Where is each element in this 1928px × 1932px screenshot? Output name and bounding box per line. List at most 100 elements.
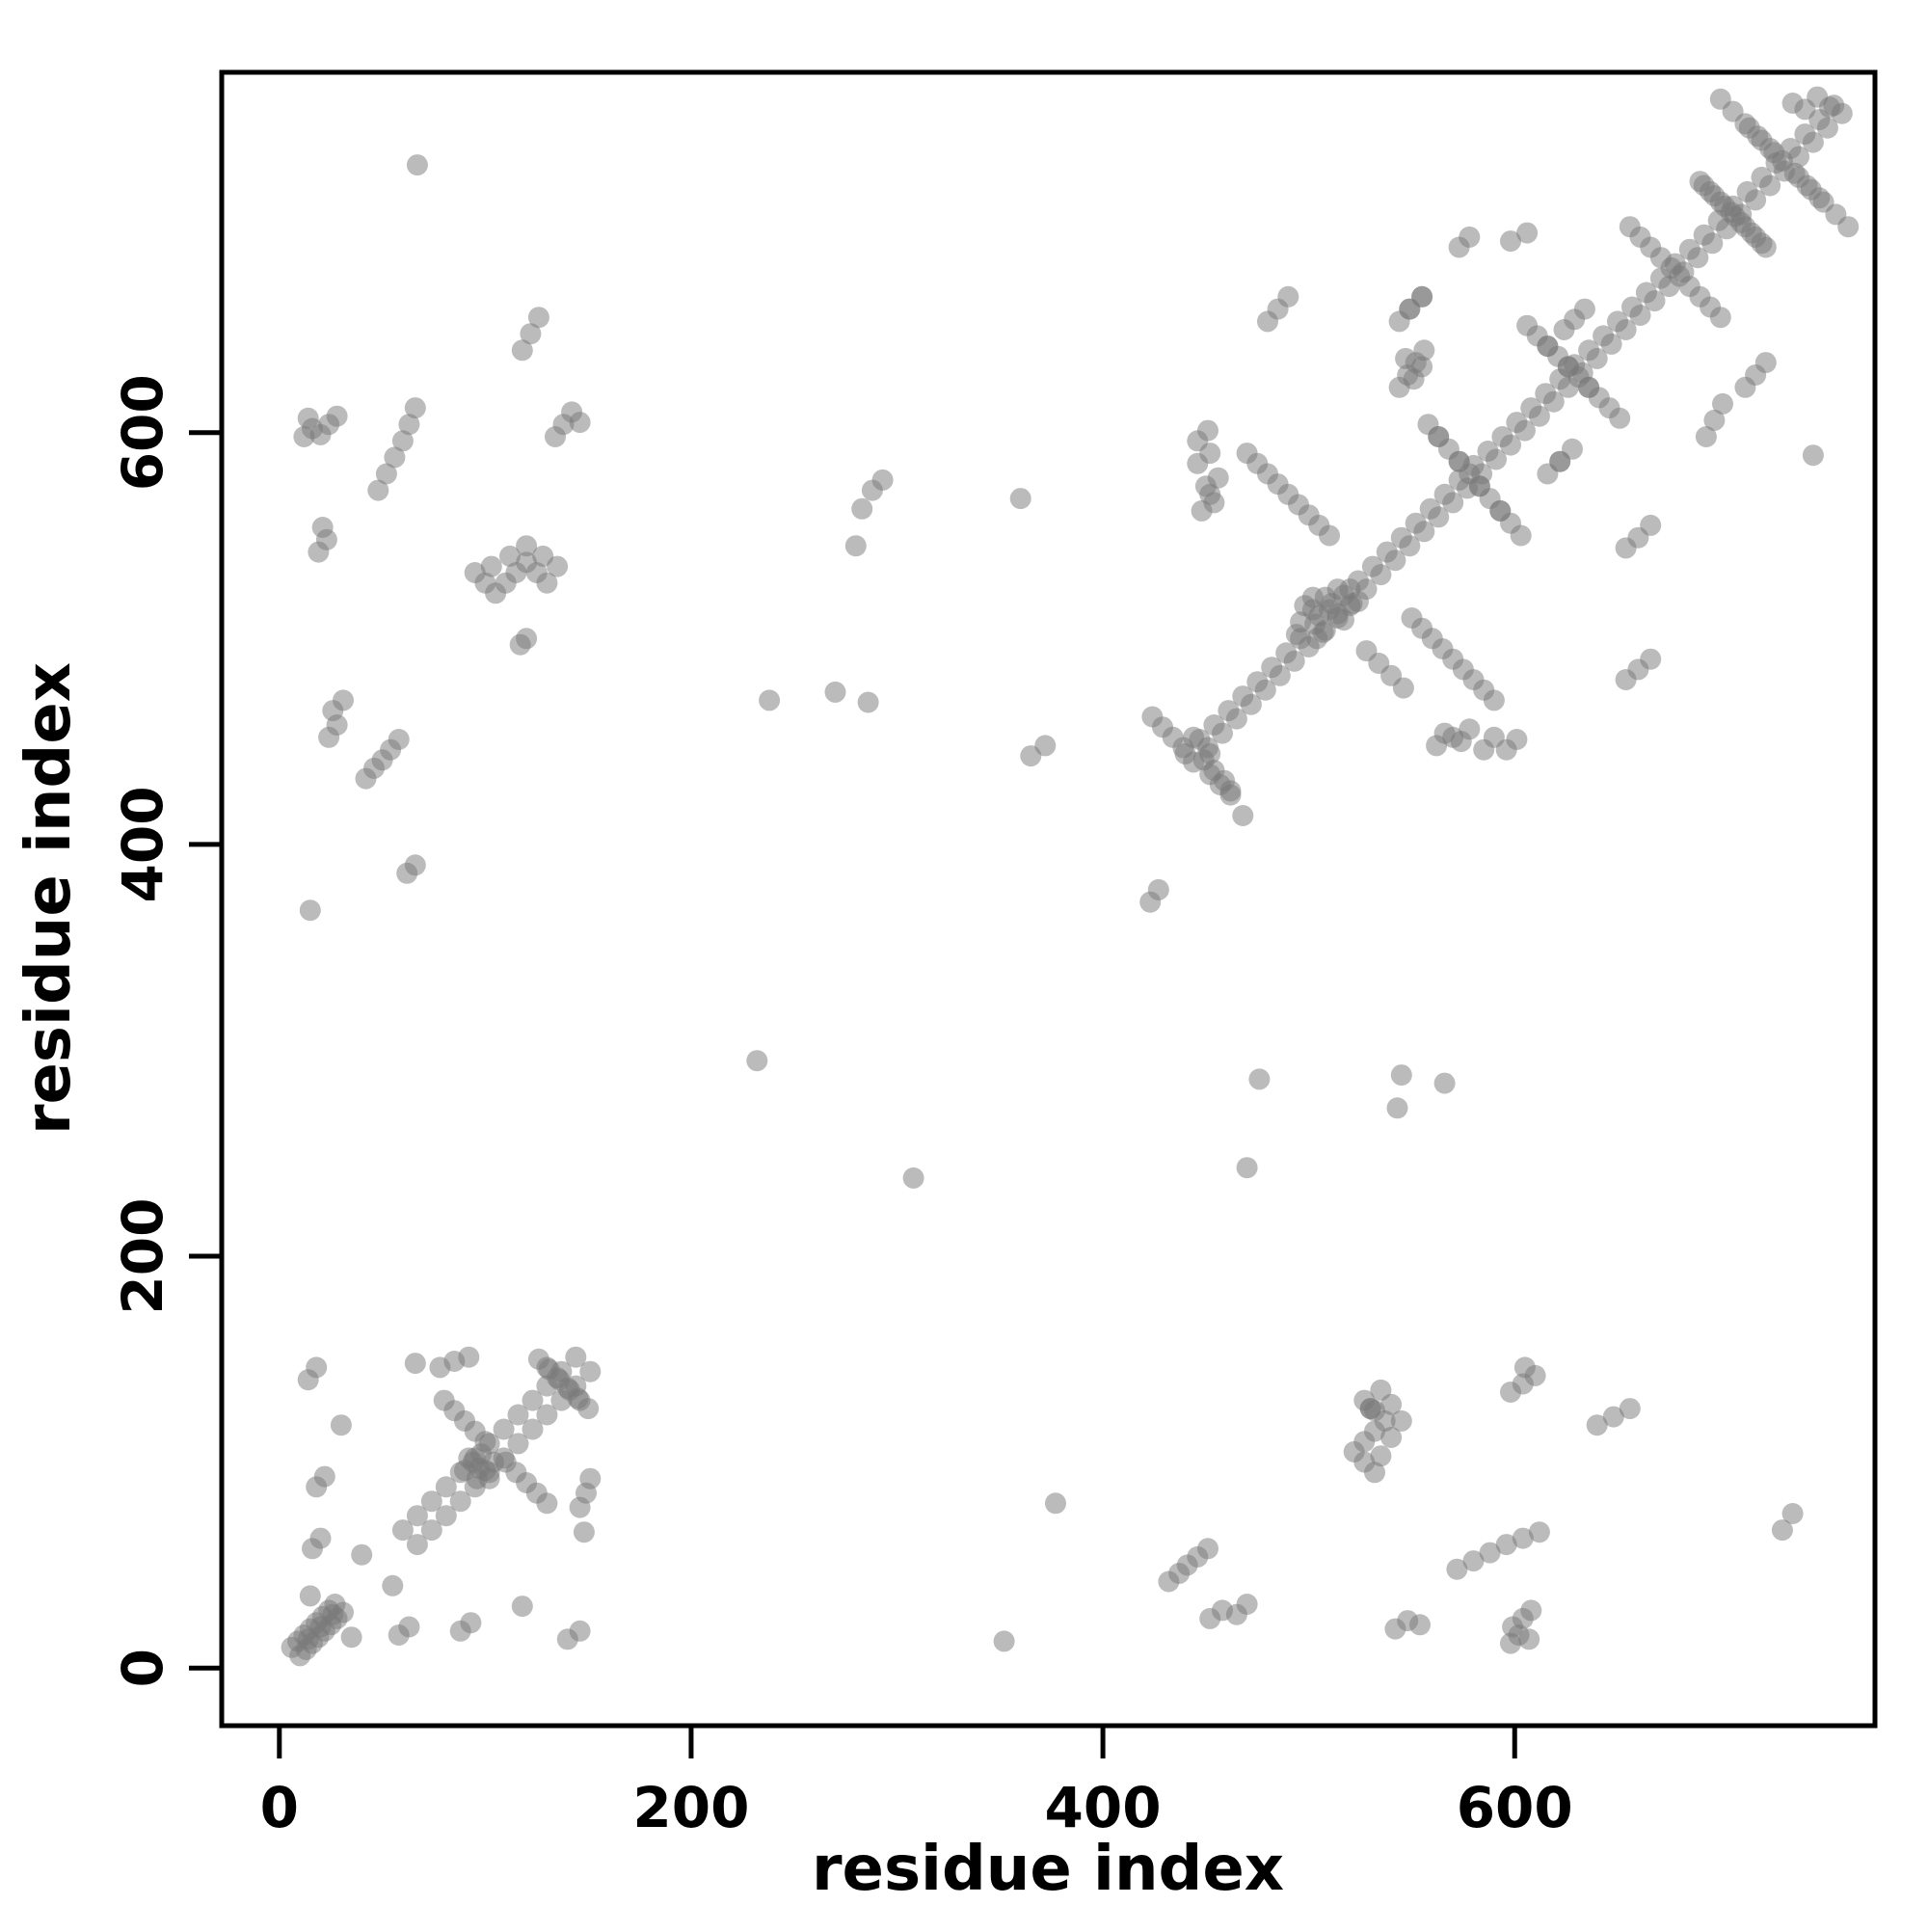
data-point [1219,784,1242,806]
data-point [391,1519,414,1542]
data-point [1573,298,1595,320]
data-point [420,1490,442,1513]
data-point [1442,492,1464,514]
data-point [1347,590,1369,612]
data-point [1771,1519,1793,1542]
data-point [1738,117,1760,139]
data-point [1428,426,1450,447]
data-point [1433,722,1456,744]
data-point [1500,434,1521,456]
data-point [493,1418,515,1440]
data-point [1321,593,1343,614]
data-point [340,1626,362,1649]
data-point [1045,1492,1066,1515]
data-point [480,555,502,577]
data-point [1506,729,1528,750]
y-tick-label: 400 [110,786,175,902]
data-point [536,572,558,594]
data-point [1384,550,1406,572]
data-point [404,397,426,419]
data-point [333,689,354,711]
x-tick-label: 0 [260,1775,299,1840]
data-point [375,463,397,485]
data-point [824,681,846,703]
x-axis-label: residue index [812,1834,1284,1905]
data-point [1586,1414,1608,1436]
data-point [406,154,428,176]
data-point [1413,339,1435,362]
data-point [1816,117,1838,139]
data-point [1277,285,1299,308]
plot-box [219,69,1878,1729]
data-point [1759,174,1781,197]
data-point [1194,475,1217,497]
data-point [351,1543,373,1566]
data-point [382,1574,404,1597]
data-point [516,628,538,650]
data-point [299,899,321,922]
y-tick-label: 200 [110,1198,175,1315]
data-point [435,1476,457,1498]
data-point [1557,356,1579,378]
data-point [1788,146,1809,168]
data-point [1520,1599,1542,1622]
data-point [1788,166,1809,188]
data-point [1629,305,1651,326]
data-point [1712,392,1733,415]
data-point [1644,290,1666,312]
y-axis-ticks: 0 200 400 600 [110,374,222,1687]
data-point [1203,492,1225,514]
data-point [871,469,894,491]
data-points-layer [281,86,1860,1667]
data-point [1450,731,1472,753]
data-point [1370,1445,1392,1467]
data-point [1283,650,1305,672]
data-point [1701,232,1724,255]
data-point [1370,564,1392,586]
data-point [1528,1521,1550,1543]
data-point [1306,628,1328,650]
data-point [1248,1068,1271,1090]
x-axis-ticks: 0 200 400 600 [260,1726,1573,1840]
data-point [1236,1157,1258,1179]
data-point [569,412,591,434]
data-point [1390,1064,1412,1087]
data-point [1446,1558,1468,1580]
data-point [297,407,319,429]
data-point [1225,708,1247,730]
data-point [520,323,542,345]
data-point [1380,1427,1403,1448]
data-point [522,1418,544,1440]
data-point [1640,648,1662,670]
data-point [1370,1379,1392,1401]
data-point [1586,347,1608,369]
data-point [311,517,334,538]
data-point [1236,1594,1258,1615]
data-point [449,1490,471,1513]
data-point [1147,878,1169,900]
data-point [406,1505,428,1527]
data-point [1199,742,1221,765]
data-point [1615,319,1637,340]
data-point [536,1404,558,1426]
data-point [1512,1527,1534,1549]
data-point [299,1585,321,1607]
x-tick-label: 400 [1045,1775,1162,1840]
data-point [1034,735,1057,757]
data-point [1462,1550,1485,1572]
data-point [1183,726,1205,748]
data-point [367,479,389,501]
data-point [579,1467,602,1489]
data-point [306,1356,328,1379]
data-point [458,1346,480,1368]
y-axis-label: residue index [13,662,85,1135]
data-point [569,1620,591,1642]
data-point [1411,356,1433,378]
x-tick-label: 600 [1457,1775,1573,1840]
data-point [1254,679,1276,701]
data-point [516,535,538,557]
data-point [1413,521,1435,543]
data-point [527,307,549,329]
data-point [1802,444,1824,467]
